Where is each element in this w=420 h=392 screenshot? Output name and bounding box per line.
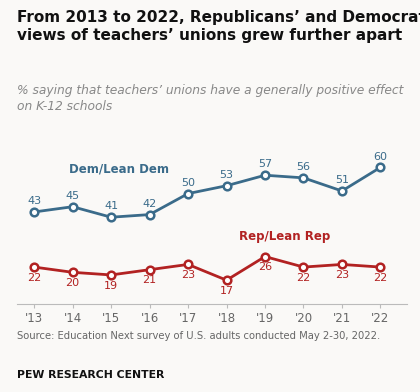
Text: % saying that teachers’ unions have a generally positive effect
on K-12 schools: % saying that teachers’ unions have a ge… bbox=[17, 84, 403, 113]
Text: 22: 22 bbox=[297, 273, 311, 283]
Text: 26: 26 bbox=[258, 262, 272, 272]
Text: 19: 19 bbox=[104, 281, 118, 291]
Text: Source: Education Next survey of U.S. adults conducted May 2-30, 2022.: Source: Education Next survey of U.S. ad… bbox=[17, 331, 380, 341]
Text: 45: 45 bbox=[66, 191, 80, 201]
Text: 57: 57 bbox=[258, 160, 272, 169]
Text: From 2013 to 2022, Republicans’ and Democrats’
views of teachers’ unions grew fu: From 2013 to 2022, Republicans’ and Demo… bbox=[17, 10, 420, 44]
Text: 22: 22 bbox=[373, 273, 388, 283]
Text: 50: 50 bbox=[181, 178, 195, 188]
Text: 41: 41 bbox=[104, 201, 118, 211]
Text: Dem/Lean Dem: Dem/Lean Dem bbox=[69, 162, 169, 175]
Text: 53: 53 bbox=[220, 170, 234, 180]
Text: 23: 23 bbox=[335, 270, 349, 280]
Text: 56: 56 bbox=[297, 162, 310, 172]
Text: 23: 23 bbox=[181, 270, 195, 280]
Text: 22: 22 bbox=[27, 273, 41, 283]
Text: PEW RESEARCH CENTER: PEW RESEARCH CENTER bbox=[17, 370, 164, 381]
Text: Rep/Lean Rep: Rep/Lean Rep bbox=[239, 230, 330, 243]
Text: 60: 60 bbox=[373, 152, 388, 162]
Text: 43: 43 bbox=[27, 196, 41, 206]
Text: 42: 42 bbox=[142, 199, 157, 209]
Text: 20: 20 bbox=[66, 278, 80, 288]
Text: 51: 51 bbox=[335, 175, 349, 185]
Text: 17: 17 bbox=[220, 286, 234, 296]
Text: 21: 21 bbox=[142, 276, 157, 285]
